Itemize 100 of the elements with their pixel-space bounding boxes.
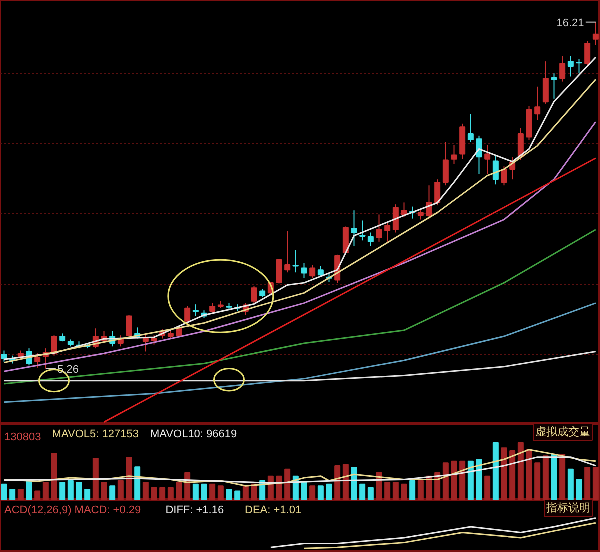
bar [476,459,482,500]
annotation: 16.21 [556,17,584,30]
bar [334,465,341,500]
bar [401,484,408,500]
text: MAVOL5: 127153 [52,428,139,440]
candlestick [468,114,474,143]
bar [210,484,216,500]
bar [534,462,541,500]
bar [142,482,149,500]
bar [510,450,516,500]
annotation: 5.26 [58,364,80,376]
bar [76,482,82,500]
bar [84,489,91,500]
bar [101,482,108,500]
bar [560,454,566,500]
bar [18,489,24,500]
bar [568,468,574,500]
candlestick [401,202,408,218]
bar [234,490,241,500]
bar [134,466,141,500]
bar [384,482,391,500]
candlestick [442,142,449,186]
bar [501,448,508,500]
candlestick [542,61,549,104]
bar [26,480,32,500]
candlestick [34,353,41,368]
candlestick [184,306,191,326]
text: DIFF: +1.16 [166,504,224,516]
candlestick [451,144,458,165]
candlestick [576,58,582,74]
bar [301,482,308,500]
candlestick [392,204,399,234]
candlestick [310,264,316,279]
bar [42,482,49,500]
chart-title: 130803 [4,432,42,444]
bar [284,468,291,500]
bar [326,484,332,500]
bar [551,454,558,500]
bar [368,487,374,500]
candlestick [360,220,366,242]
text: DEA: +1.01 [245,504,302,516]
candlestick [301,262,308,279]
bar [126,457,132,500]
candlestick [518,128,524,161]
bar [518,442,524,500]
candlestick [434,179,441,206]
candlestick [534,86,541,121]
candlestick [1,350,8,362]
candlestick [476,135,482,176]
bar [168,487,174,500]
bar [526,449,532,500]
bar [418,480,424,500]
candlestick [418,209,424,220]
candlestick [484,144,491,176]
candlestick [142,333,149,352]
bar [351,467,358,500]
bar [460,460,466,500]
bar [160,487,166,500]
bar [576,479,582,500]
bar [392,482,399,500]
bar [542,456,549,500]
bar [410,480,416,500]
candlestick [501,166,508,186]
bar [468,460,474,500]
bar [201,484,208,500]
bar [318,486,324,500]
bar [310,486,316,500]
bar [118,480,124,500]
bar [192,484,199,500]
bar [451,460,458,500]
bar [592,467,599,500]
bar [60,482,66,500]
bar [226,489,232,500]
candlestick [351,210,358,247]
bar [584,467,591,500]
candlestick [292,250,299,274]
bar [251,484,258,500]
candlestick [368,232,374,247]
bar [360,484,366,500]
bar [242,486,249,500]
text: 虚拟成交量 [536,426,590,438]
bar [151,487,158,500]
bar [176,482,182,500]
candlestick [192,304,199,317]
bar [218,486,224,500]
bar [492,442,499,500]
candlestick [492,155,499,186]
candlestick [568,56,574,78]
candlestick [560,56,566,82]
bar [1,484,8,500]
bar [342,464,349,500]
bar [110,486,116,500]
bar [10,489,16,500]
bar [92,458,99,500]
bar [484,476,491,500]
candlestick [384,222,391,242]
bar [68,480,74,500]
text: 指标说明 [546,502,590,514]
candlestick [584,40,591,68]
candlestick [251,286,258,304]
